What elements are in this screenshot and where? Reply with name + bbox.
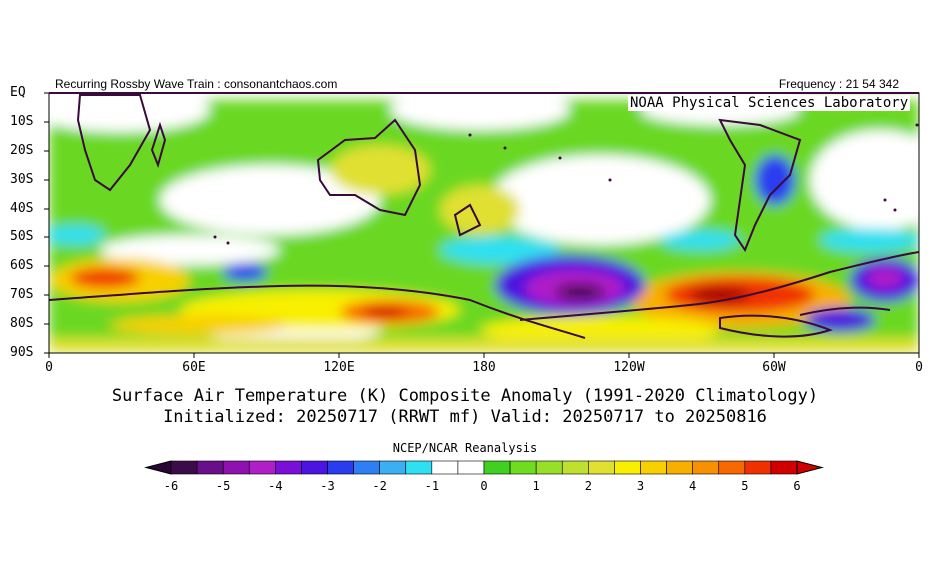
colorbar-tick-label: 2 — [584, 479, 592, 493]
colorbar-swatch — [196, 460, 224, 475]
colorbar — [144, 460, 824, 475]
colorbar-tick-label: 0 — [480, 479, 488, 493]
colorbar-tick-label: 5 — [741, 479, 749, 493]
colorbar-swatch — [431, 460, 459, 475]
colorbar-swatch — [640, 460, 667, 475]
y-tick-label: 80S — [10, 316, 34, 331]
y-tick-label: 20S — [10, 143, 34, 158]
colorbar-tick-label: -6 — [163, 479, 179, 493]
map-title: Surface Air Temperature (K) Composite An… — [111, 386, 819, 406]
x-tick-label: 60W — [762, 360, 786, 375]
colorbar-swatch — [614, 460, 641, 475]
colorbar-swatch — [327, 460, 354, 475]
x-tick-label: 120E — [323, 360, 355, 375]
colorbar-tick-label: -3 — [320, 479, 335, 493]
colorbar-tick-label: -2 — [372, 479, 387, 493]
source-credit: Recurring Rossby Wave Train : consonantc… — [55, 77, 338, 91]
anomaly-map — [49, 93, 919, 353]
colorbar-tick-label: 4 — [689, 479, 697, 493]
colorbar-max-arrow — [796, 460, 824, 475]
colorbar-tick-label: 1 — [532, 479, 540, 493]
colorbar-swatch — [353, 460, 380, 475]
y-tick-label: 90S — [10, 345, 34, 360]
colorbar-tick-label: -4 — [268, 479, 283, 493]
colorbar-swatch — [770, 460, 798, 475]
watermark-label: NOAA Physical Sciences Laboratory — [628, 95, 911, 111]
x-tick-label: 120W — [613, 360, 645, 375]
colorbar-swatch — [222, 460, 250, 475]
colorbar-swatch — [379, 460, 407, 475]
colorbar-swatch — [718, 460, 746, 475]
colorbar-swatch — [457, 460, 485, 475]
y-tick-label: 50S — [10, 229, 34, 244]
y-tick-label: EQ — [10, 85, 26, 100]
colorbar-tick-label: 6 — [793, 479, 801, 493]
y-tick-label: 70S — [10, 287, 34, 302]
x-tick-label: 180 — [472, 360, 496, 375]
colorbar-swatch — [588, 460, 615, 475]
colorbar-swatch — [275, 460, 302, 475]
x-tick-label: 0 — [915, 360, 923, 375]
y-tick-label: 40S — [10, 201, 34, 216]
frequency-label: Frequency : 21 54 342 — [778, 77, 899, 91]
colorbar-source: NCEP/NCAR Reanalysis — [392, 441, 538, 455]
colorbar-tick-label: -1 — [424, 479, 440, 493]
y-tick-label: 60S — [10, 258, 34, 273]
colorbar-swatch — [248, 460, 276, 475]
colorbar-swatch — [744, 460, 772, 475]
colorbar-swatch — [301, 460, 328, 475]
colorbar-swatch — [509, 460, 537, 475]
colorbar-swatch — [561, 460, 589, 475]
colorbar-swatch — [483, 460, 511, 475]
colorbar-swatch — [692, 460, 720, 475]
map-subtitle: Initialized: 20250717 (RRWT mf) Valid: 2… — [163, 407, 767, 427]
colorbar-swatch — [535, 460, 563, 475]
y-tick-label: 30S — [10, 172, 34, 187]
colorbar-swatch — [170, 460, 198, 475]
colorbar-tick-label: -5 — [215, 479, 231, 493]
colorbar-swatch — [405, 460, 433, 475]
colorbar-min-arrow — [144, 460, 172, 475]
colorbar-swatch — [666, 460, 693, 475]
x-tick-label: 0 — [45, 360, 53, 375]
colorbar-tick-label: 3 — [636, 479, 645, 493]
x-tick-label: 60E — [182, 360, 206, 375]
y-tick-label: 10S — [10, 114, 34, 129]
